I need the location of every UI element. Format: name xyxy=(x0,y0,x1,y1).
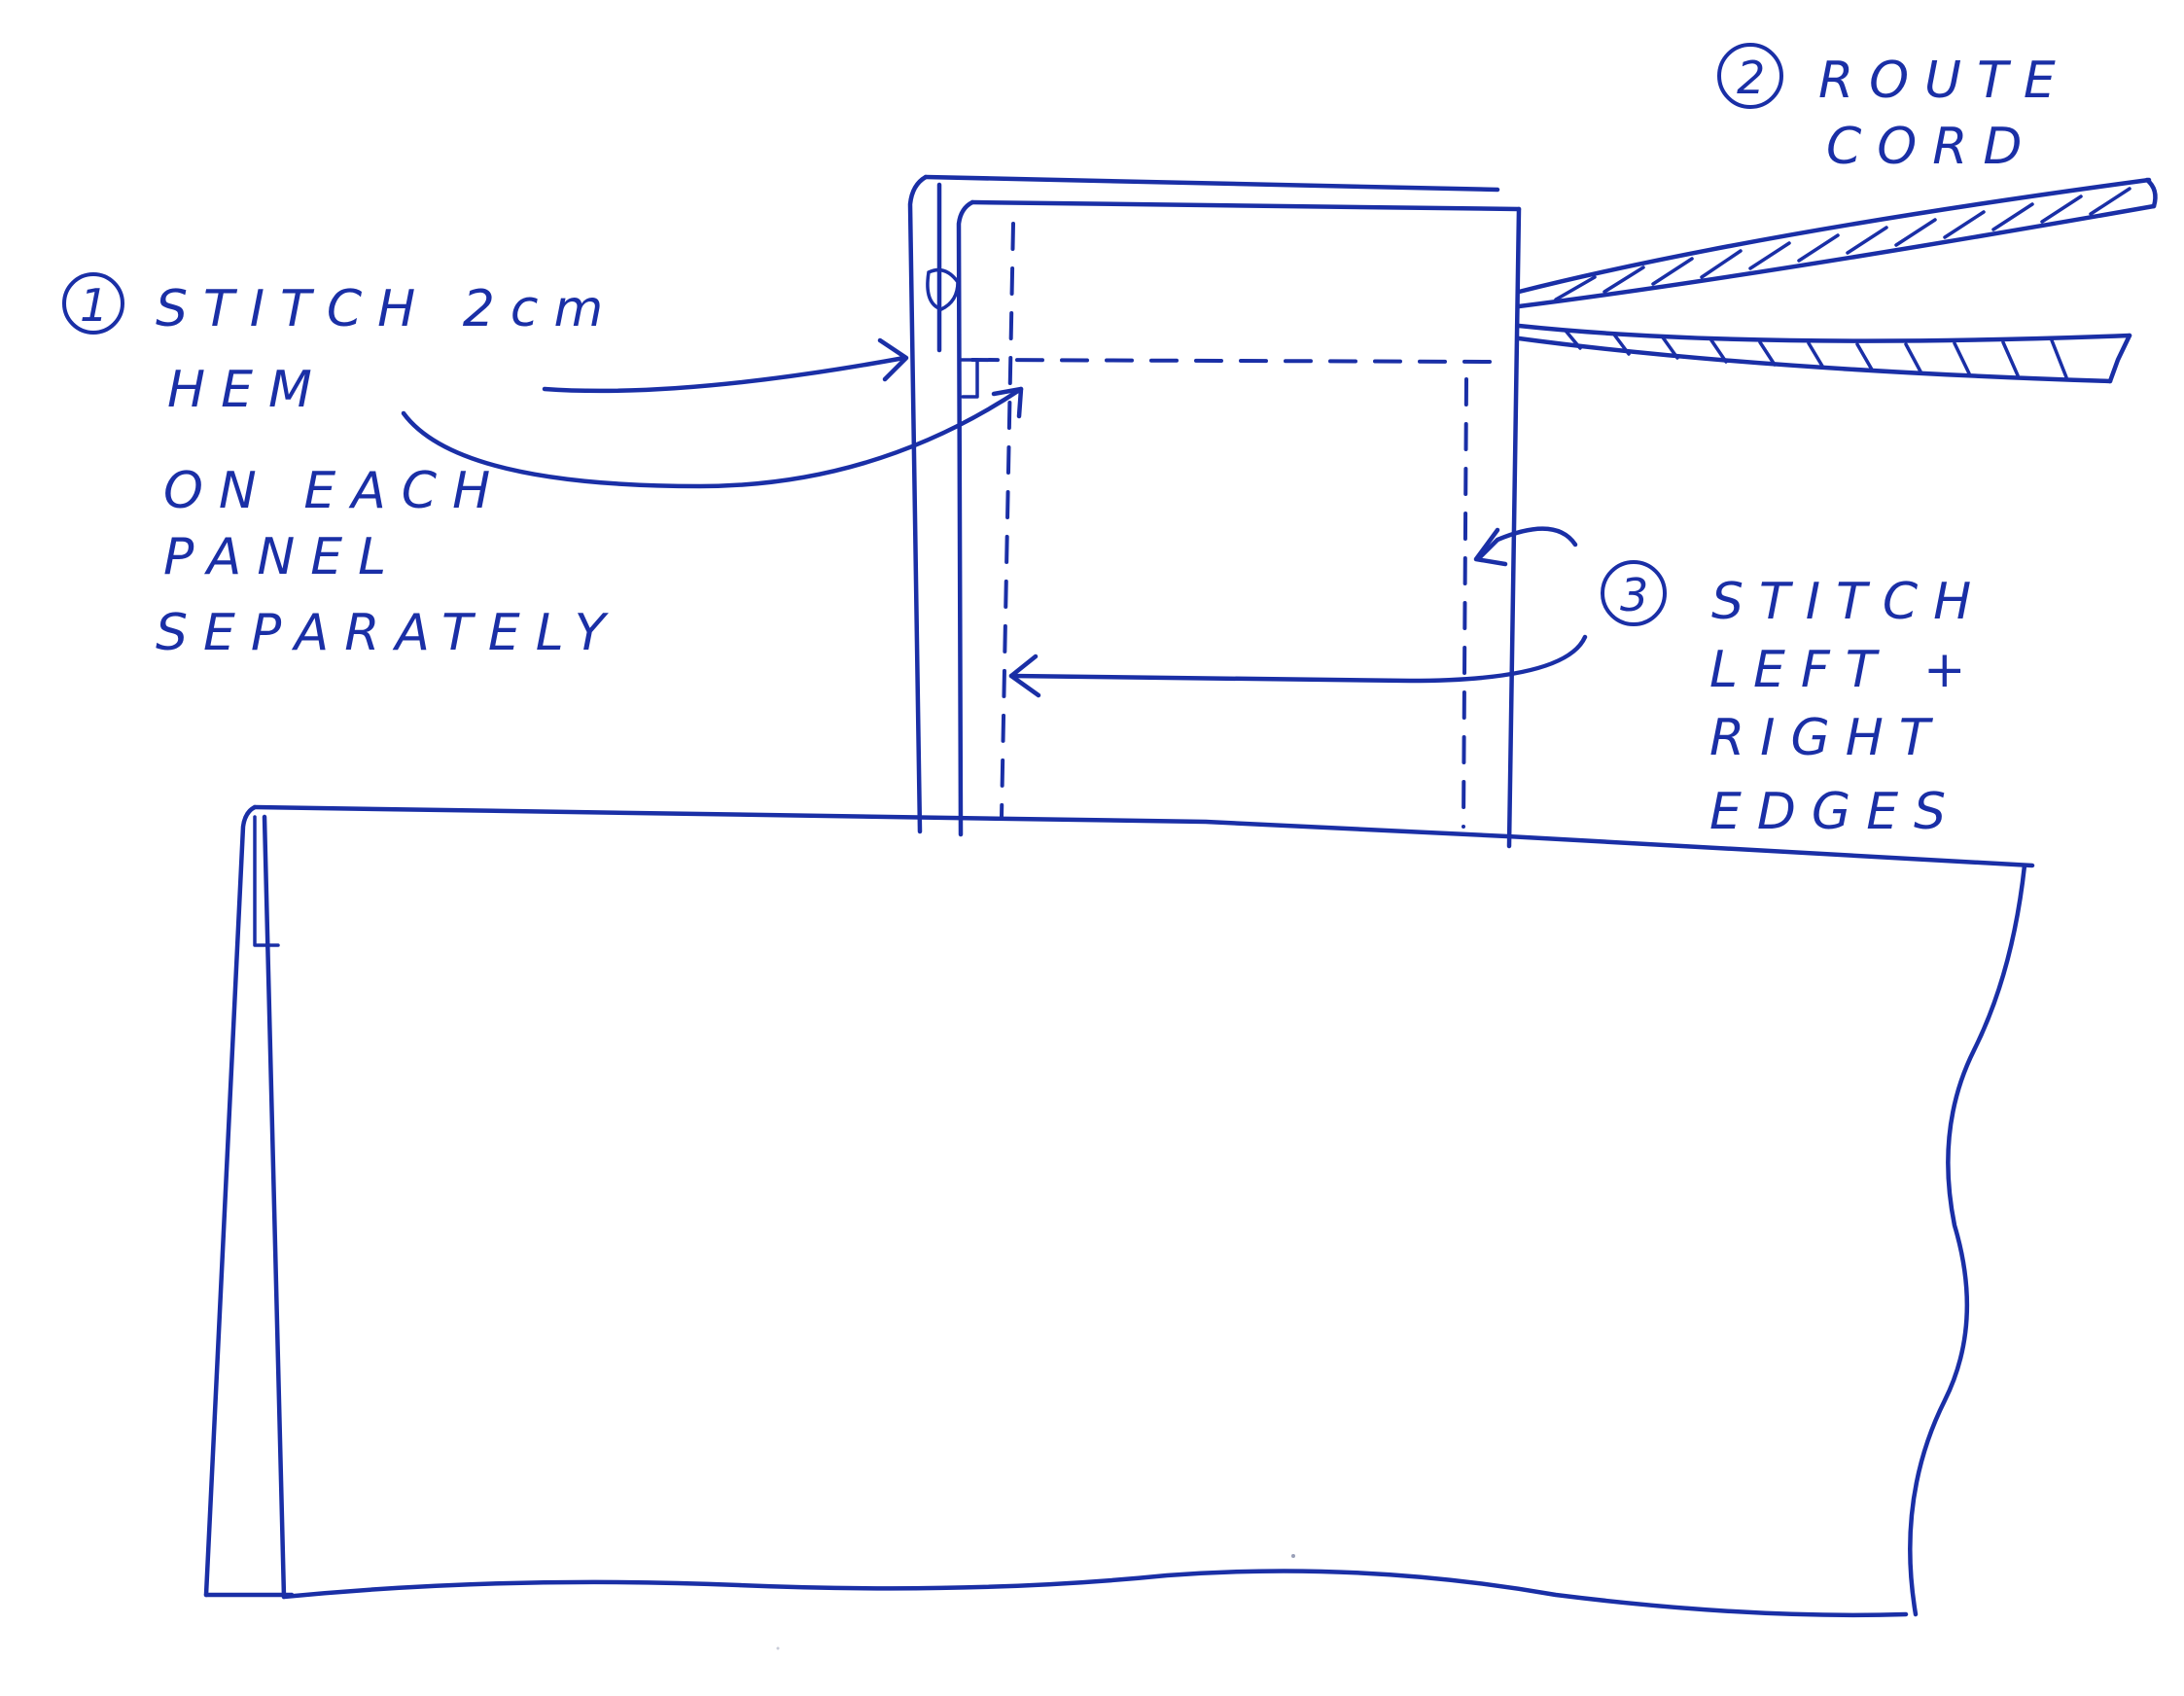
arrow-hem-inner xyxy=(401,386,1024,489)
step1-line2: HEM xyxy=(167,361,328,419)
step3-line2: LEFT + xyxy=(1709,641,1982,699)
step1-annotation: 1 STITCH 2cm HEM ON EACH PANEL SEPARATEL… xyxy=(62,272,621,662)
step1-line3: ON EACH xyxy=(163,462,506,520)
bottom-panel xyxy=(203,804,2035,1618)
cord-upper xyxy=(1516,177,2158,309)
arrow-left-edge xyxy=(1008,634,1588,698)
top-panel xyxy=(907,174,1522,849)
arrow-hem-outer xyxy=(542,337,909,394)
step1-line1: STITCH 2cm xyxy=(156,280,618,338)
step2-annotation: 2 ROUTE CORD xyxy=(1717,43,2071,176)
step3-line4: EDGES xyxy=(1709,783,1961,841)
step3-line3: RIGHT xyxy=(1709,709,1946,767)
paper-speck xyxy=(1291,1554,1295,1558)
arrow-right-edge xyxy=(1473,526,1578,567)
step2-number-circle xyxy=(1717,43,1783,109)
step1-number-circle xyxy=(62,272,124,335)
step2-number: 2 xyxy=(1737,52,1765,104)
step3-annotation: 3 STITCH LEFT + RIGHT EDGES xyxy=(1601,560,1987,841)
step3-number: 3 xyxy=(1620,569,1648,621)
step2-line2: CORD xyxy=(1826,118,2037,176)
step1-line4: PANEL xyxy=(163,528,402,586)
step3-line1: STITCH xyxy=(1711,573,1987,631)
step3-number-circle xyxy=(1601,560,1667,626)
cord-lower xyxy=(1516,323,2132,384)
step1-number: 1 xyxy=(80,279,108,332)
step1-line5: SEPARATELY xyxy=(156,604,621,662)
paper-speck xyxy=(776,1646,780,1650)
step2-line1: ROUTE xyxy=(1818,52,2071,110)
